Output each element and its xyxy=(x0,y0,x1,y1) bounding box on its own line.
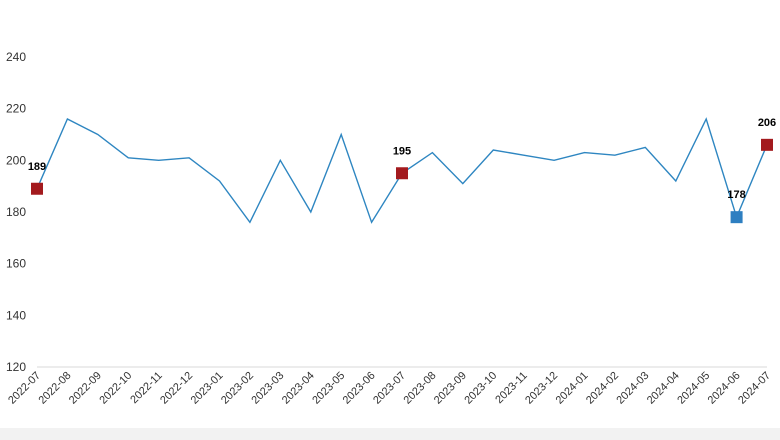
y-tick-label: 120 xyxy=(6,360,26,374)
y-tick-label: 180 xyxy=(6,205,26,219)
data-label: 178 xyxy=(727,189,745,201)
y-axis-ticks: 120 140 160 180 200 220 240 xyxy=(6,50,26,374)
x-tick-label: 2023-07 xyxy=(371,370,408,407)
x-tick-label: 2023-03 xyxy=(249,370,286,407)
x-tick-label: 2022-09 xyxy=(67,370,104,407)
x-tick-label: 2024-05 xyxy=(675,370,712,407)
x-tick-label: 2023-02 xyxy=(219,370,256,407)
x-tick-label: 2023-04 xyxy=(280,370,317,407)
x-tick-label: 2024-01 xyxy=(554,370,591,407)
x-tick-label: 2024-04 xyxy=(645,370,682,407)
y-tick-label: 200 xyxy=(6,153,26,167)
x-tick-label: 2022-10 xyxy=(97,370,134,407)
x-tick-label: 2023-12 xyxy=(523,370,560,407)
x-tick-label: 2023-05 xyxy=(310,370,347,407)
highlight-markers: 189 195 178 206 xyxy=(28,117,776,224)
x-tick-label: 2023-09 xyxy=(432,370,469,407)
data-label: 195 xyxy=(393,145,411,157)
x-tick-label: 2022-12 xyxy=(158,370,195,407)
x-tick-label: 2024-06 xyxy=(706,370,743,407)
x-tick-label: 2024-07 xyxy=(736,370,773,407)
y-tick-label: 220 xyxy=(6,102,26,116)
data-label: 189 xyxy=(28,161,46,173)
highlight-marker xyxy=(396,167,408,180)
y-tick-label: 140 xyxy=(6,308,26,322)
x-tick-label: 2022-08 xyxy=(37,370,74,407)
y-tick-label: 240 xyxy=(6,50,26,64)
highlight-marker xyxy=(730,211,743,224)
y-tick-label: 160 xyxy=(6,257,26,271)
x-tick-label: 2024-03 xyxy=(614,370,651,407)
x-tick-label: 2023-08 xyxy=(402,370,439,407)
highlight-marker xyxy=(31,182,43,195)
x-tick-label: 2022-07 xyxy=(6,370,43,407)
highlight-marker xyxy=(761,138,773,151)
x-axis-ticks: 2022-072022-082022-092022-102022-112022-… xyxy=(6,370,773,407)
x-tick-label: 2024-02 xyxy=(584,370,621,407)
x-tick-label: 2023-10 xyxy=(462,370,499,407)
x-tick-label: 2023-01 xyxy=(189,370,226,407)
bottom-band xyxy=(0,428,780,440)
data-label: 206 xyxy=(758,117,776,129)
x-tick-label: 2023-06 xyxy=(341,370,378,407)
